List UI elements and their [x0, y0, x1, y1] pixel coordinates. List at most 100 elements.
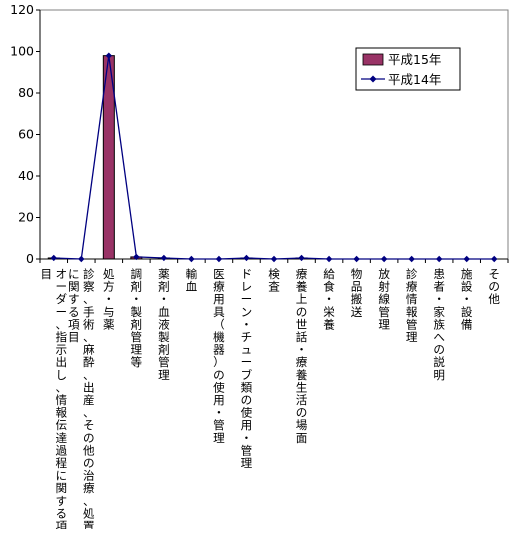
legend-label-bar: 平成15年	[388, 52, 441, 67]
line-point	[105, 52, 113, 59]
x-label-glyph: 手	[83, 305, 95, 319]
line-point	[408, 255, 415, 263]
x-label-glyph: 他	[488, 292, 500, 306]
x-label-glyph: 目	[40, 267, 52, 281]
x-label-glyph: 具	[213, 305, 225, 319]
x-label-glyph: る	[68, 305, 80, 319]
x-label-glyph: 出	[55, 355, 67, 369]
x-label-glyph: 液	[158, 317, 170, 331]
x-label-glyph: 処	[83, 506, 95, 520]
x-label-glyph: 麻	[83, 343, 95, 357]
x-label-glyph: 管	[213, 418, 225, 432]
line-point	[133, 253, 140, 261]
x-label-glyph: 血	[158, 305, 170, 319]
x-label-glyph: 剤	[131, 280, 143, 294]
x-label-glyph: 送	[351, 305, 363, 319]
x-label-glyph: 用	[213, 292, 225, 306]
x-tick-label: 施設・設備	[461, 267, 473, 331]
x-label-glyph: 品	[351, 280, 363, 294]
x-label-glyph: ー	[241, 292, 253, 306]
x-label-glyph: 、	[83, 406, 95, 420]
y-axis: 0 20 40 60 80 100 120	[10, 2, 41, 266]
x-label-glyph: 給	[323, 267, 335, 281]
x-tick-label: 輸血	[186, 267, 198, 294]
x-label-glyph: 療	[296, 267, 308, 281]
x-label-glyph: の	[83, 431, 95, 445]
x-label-glyph: そ	[83, 418, 95, 432]
x-label-glyph: 診	[406, 267, 418, 281]
x-label-glyph: 施	[461, 267, 473, 281]
x-label-glyph: ・	[158, 292, 170, 306]
x-label-glyph: 情	[406, 292, 418, 306]
x-label-glyph: 線	[378, 292, 390, 306]
x-label-glyph: ー	[241, 355, 253, 369]
y-tick-label: 40	[18, 168, 34, 183]
x-label-glyph: 理	[241, 456, 253, 470]
x-label-glyph: 説	[433, 355, 445, 369]
x-label-glyph: 放	[378, 267, 390, 281]
x-label-glyph: 使	[241, 406, 253, 420]
x-label-glyph: ン	[241, 305, 253, 319]
x-tick-label: 処方・与薬	[103, 267, 115, 331]
x-label-glyph: 、	[83, 494, 95, 508]
x-label-glyph: 薬	[103, 317, 115, 331]
x-label-glyph: の	[433, 343, 445, 357]
x-label-glyph: 項	[68, 317, 80, 331]
x-label-glyph: 上	[296, 292, 308, 306]
x-label-glyph: に	[68, 267, 80, 281]
y-tick-label: 20	[18, 210, 34, 225]
x-label-glyph: 用	[241, 418, 253, 432]
line-point	[215, 255, 223, 263]
x-label-glyph: の	[296, 406, 308, 420]
x-label-glyph: 使	[213, 380, 225, 394]
x-label-glyph: 設	[461, 305, 473, 319]
x-label-glyph: 、	[55, 380, 67, 394]
x-label-glyph: ・	[241, 431, 253, 445]
x-label-glyph: そ	[488, 267, 500, 281]
x-label-glyph: 処	[103, 267, 115, 281]
x-label-glyph: 剤	[158, 280, 170, 294]
x-label-glyph: 伝	[55, 418, 67, 432]
x-label-glyph: 報	[55, 406, 67, 420]
x-label-glyph: 指	[55, 330, 67, 344]
line-point	[243, 254, 250, 262]
x-label-glyph: 項	[55, 519, 67, 529]
x-label-glyph: 産	[83, 393, 95, 407]
line-point	[435, 255, 443, 263]
x-label-glyph: 用	[213, 393, 225, 407]
x-label-glyph: 薬	[158, 267, 170, 281]
x-label-glyph: 生	[296, 380, 308, 394]
x-label-glyph: 面	[296, 431, 308, 445]
x-label-glyph: 管	[131, 330, 143, 344]
x-label-glyph: 剤	[131, 317, 143, 331]
x-label-glyph: 療	[83, 481, 95, 495]
x-label-glyph: 世	[296, 317, 308, 331]
x-label-glyph: 療	[213, 280, 225, 294]
x-label-glyph: ダ	[55, 292, 67, 306]
x-label-glyph: 調	[131, 267, 143, 281]
y-tick-label: 100	[10, 44, 34, 59]
x-label-glyph: 活	[296, 393, 308, 407]
line-point	[353, 255, 360, 263]
x-label-glyph: 場	[296, 418, 308, 432]
x-label-glyph: ド	[241, 267, 253, 281]
x-label-glyph: 血	[186, 280, 198, 294]
line-point	[298, 254, 305, 262]
x-label-glyph: し	[55, 368, 67, 382]
x-label-glyph: 搬	[351, 292, 363, 306]
x-label-glyph: ・	[433, 292, 445, 306]
x-label-glyph: の	[296, 305, 308, 319]
x-label-glyph: 療	[406, 280, 418, 294]
x-label-glyph: 器	[213, 343, 225, 357]
x-label-glyph: ・	[103, 292, 115, 306]
line-point	[78, 255, 85, 263]
x-label-glyph: 栄	[323, 305, 335, 319]
line-point	[160, 254, 168, 262]
x-label-glyph: 類	[241, 380, 253, 394]
x-label-glyph: 養	[296, 368, 308, 382]
